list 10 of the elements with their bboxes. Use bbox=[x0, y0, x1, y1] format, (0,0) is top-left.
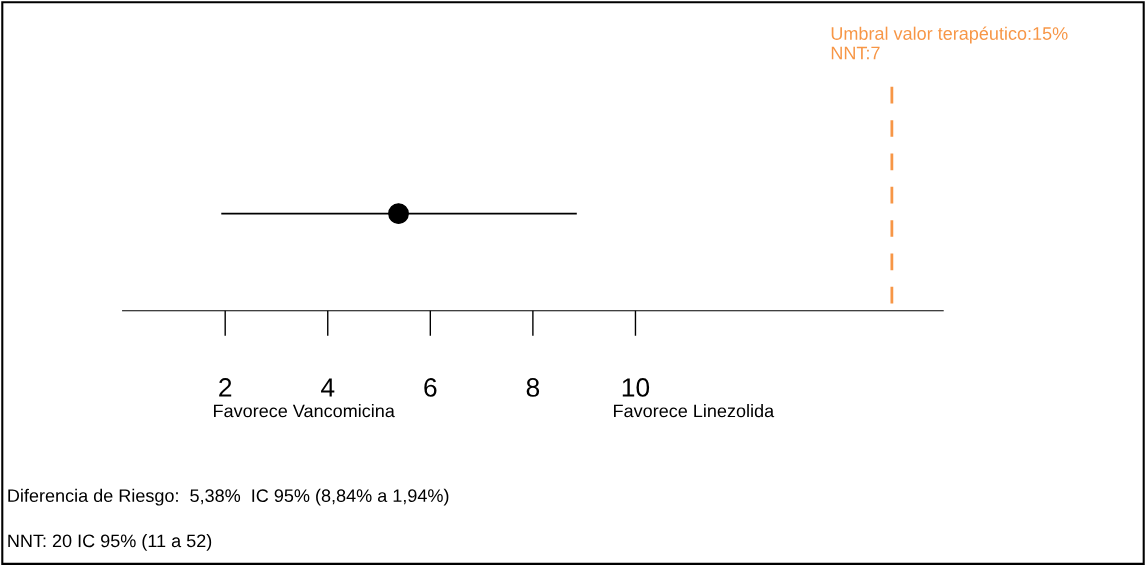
x-tick-label: 2 bbox=[219, 378, 232, 397]
text: NNT: 20 IC 95% (11 a 52) bbox=[8, 533, 212, 551]
x-tick-label: 10 bbox=[622, 378, 650, 397]
ref-line-label: Umbral valor terapéutico:15% NNT:7 bbox=[831, 26, 1068, 60]
x-tick-label: 8 bbox=[526, 378, 540, 397]
text: Favorece Vancomicina bbox=[214, 404, 395, 418]
text: Diferencia de Riesgo: 5,38% IC 95% (8,84% a 1,94%) bbox=[8, 488, 449, 506]
text: Favorece Linezolida bbox=[614, 404, 775, 418]
x-tick-label: 6 bbox=[424, 378, 437, 397]
x-tick-label: 4 bbox=[321, 378, 335, 397]
